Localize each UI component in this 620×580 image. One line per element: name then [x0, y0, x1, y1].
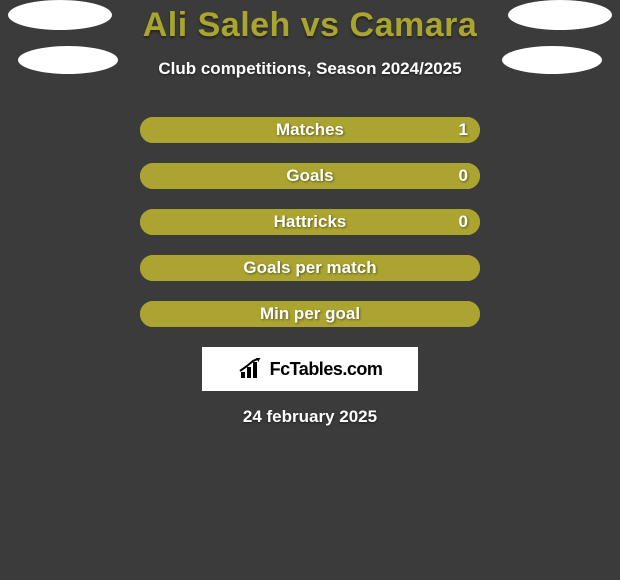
- stat-row: Goals per match: [0, 255, 620, 281]
- stat-value-right: 0: [459, 166, 468, 186]
- stat-row: Hattricks 0: [0, 209, 620, 235]
- stat-row: Goals 0: [0, 163, 620, 189]
- bar-right-fill: [140, 301, 480, 327]
- stat-rows: Matches 1 Goals 0 Hattricks 0: [0, 117, 620, 327]
- bar-right-fill: [140, 117, 480, 143]
- bar-chart-icon: [238, 358, 264, 380]
- bar-right-fill: [140, 209, 480, 235]
- bar-area: Matches: [140, 117, 480, 143]
- stat-row: Matches 1: [0, 117, 620, 143]
- player-right-disc-1: [508, 0, 612, 30]
- player-right-disc-2: [502, 46, 602, 74]
- stat-value-right: 1: [459, 120, 468, 140]
- bar-right-fill: [140, 163, 480, 189]
- comparison-infographic: Ali Saleh vs Camara Club competitions, S…: [0, 0, 620, 580]
- logo-text: FcTables.com: [270, 359, 383, 380]
- bar-area: Goals per match: [140, 255, 480, 281]
- source-logo: FcTables.com: [202, 347, 418, 391]
- bar-right-fill: [140, 255, 480, 281]
- stat-value-right: 0: [459, 212, 468, 232]
- stat-row: Min per goal: [0, 301, 620, 327]
- bar-area: Min per goal: [140, 301, 480, 327]
- snapshot-date: 24 february 2025: [0, 407, 620, 427]
- player-left-disc-2: [18, 46, 118, 74]
- bar-area: Hattricks: [140, 209, 480, 235]
- player-left-disc-1: [8, 0, 112, 30]
- bar-area: Goals: [140, 163, 480, 189]
